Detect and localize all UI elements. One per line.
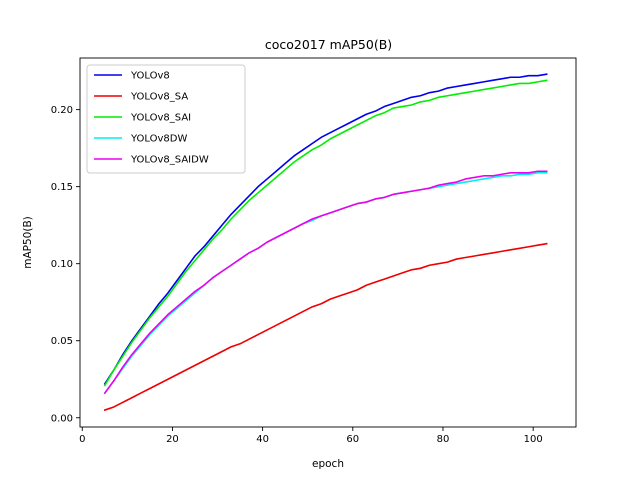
- series-line-yolov8-saidw: [103, 170, 548, 395]
- x-tick-label: 40: [256, 434, 269, 445]
- axes-layer: 0 20 40 60 80 100 0.00 0.05 0.10 0.15 0.20: [51, 105, 543, 445]
- y-tick-label: 0.15: [51, 182, 73, 193]
- legend: YOLOv8 YOLOv8_SA YOLOv8_SAI YOLOv8DW YOLOv8_…: [86, 64, 246, 174]
- y-tick-label: 0.05: [51, 336, 73, 347]
- legend-entry: YOLOv8: [94, 71, 170, 82]
- x-tick-label: 100: [524, 434, 543, 445]
- x-tick-label: 80: [437, 434, 450, 445]
- series-line-yolov8-sa: [103, 242, 548, 412]
- y-tick-label: 0.00: [51, 413, 73, 424]
- x-tick-label: 0: [79, 434, 85, 445]
- series-line-yolov8: [103, 73, 548, 385]
- plot-frame: [79, 57, 577, 428]
- y-axis-label: mAP50(B): [22, 216, 34, 269]
- legend-label: YOLOv8_SA: [130, 92, 188, 103]
- series-line-yolov8-sai: [103, 79, 548, 387]
- legend-entry: YOLOv8DW: [94, 134, 187, 145]
- x-tick-label: 20: [166, 434, 179, 445]
- series-layer: [103, 73, 548, 412]
- legend-entry: YOLOv8_SAIDW: [94, 155, 209, 166]
- legend-entry: YOLOv8_SA: [94, 92, 188, 103]
- legend-label: YOLOv8_SAI: [130, 113, 191, 124]
- chart-title: coco2017 mAP50(B): [265, 37, 392, 52]
- x-axis-label: epoch: [312, 458, 344, 470]
- legend-label: YOLOv8: [130, 71, 170, 82]
- legend-label: YOLOv8DW: [130, 134, 187, 145]
- legend-entry: YOLOv8_SAI: [94, 113, 191, 124]
- legend-box: [86, 64, 246, 174]
- y-tick-label: 0.20: [51, 105, 73, 116]
- x-tick-label: 60: [346, 434, 359, 445]
- legend-entries: YOLOv8 YOLOv8_SA YOLOv8_SAI YOLOv8DW YOLOv8_…: [94, 71, 209, 166]
- legend-label: YOLOv8_SAIDW: [130, 155, 209, 166]
- y-tick-label: 0.10: [51, 259, 73, 270]
